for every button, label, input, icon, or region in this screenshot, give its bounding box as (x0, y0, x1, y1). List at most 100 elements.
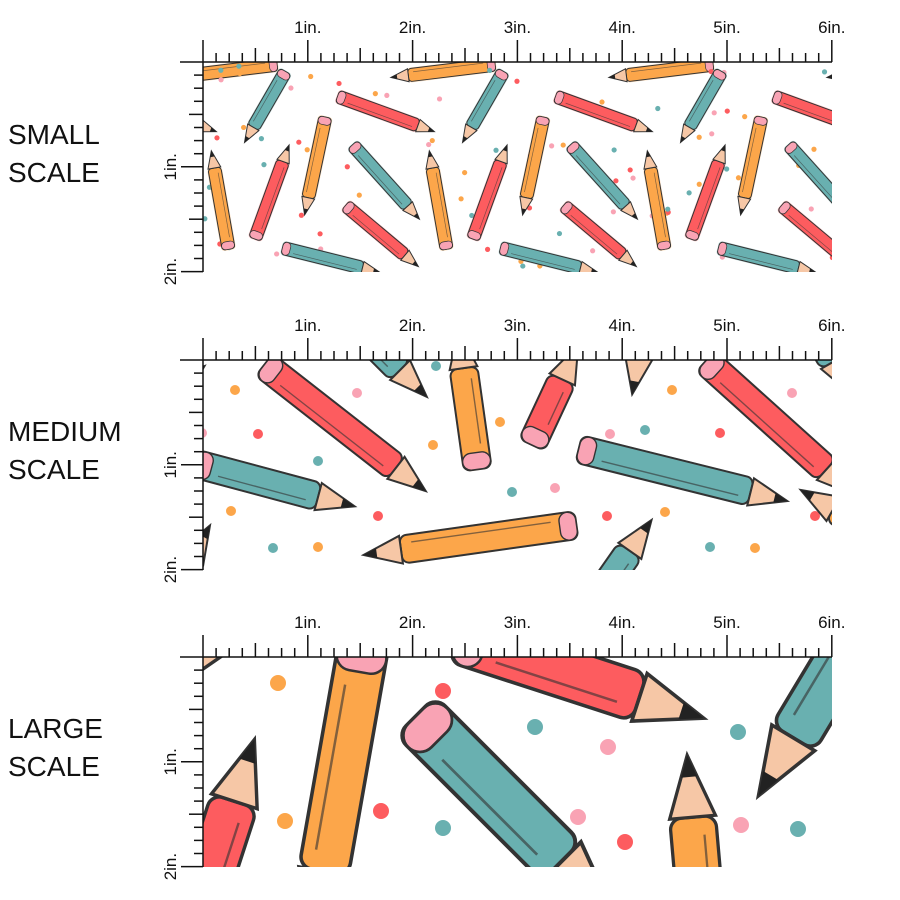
polka-dot (527, 719, 543, 735)
polka-dot (556, 230, 563, 237)
pencil (203, 450, 358, 512)
polka-dot (218, 77, 224, 83)
polka-dot (218, 67, 224, 73)
ruler-side-label: 1in. (161, 153, 180, 180)
ruler-inch-label: 4in. (608, 613, 635, 632)
ruler-inch-label: 5in. (713, 613, 740, 632)
pencil (207, 149, 236, 251)
pencil (128, 139, 207, 224)
polka-dot (715, 428, 725, 438)
polka-dot (296, 139, 302, 145)
polka-dot (627, 167, 633, 173)
polka-dot (810, 511, 820, 521)
polka-dot (610, 209, 616, 215)
polka-dot (313, 542, 323, 552)
ruler-inch-label: 2in. (399, 18, 426, 37)
polka-dot (384, 92, 390, 99)
polka-dot (790, 821, 806, 837)
polka-dot (145, 193, 150, 198)
pencil (737, 115, 769, 217)
scale-label-line2: SCALE (8, 157, 100, 188)
polka-dot (550, 483, 560, 493)
polka-dot (298, 212, 305, 218)
pencil (296, 657, 389, 867)
pencil (360, 511, 579, 565)
polka-dot (236, 63, 242, 69)
polka-dot (184, 237, 189, 242)
polka-dot (132, 212, 137, 217)
scale-label-line1: MEDIUM (8, 416, 122, 447)
polka-dot (304, 147, 310, 153)
ruler-inch-label: 1in. (294, 316, 321, 335)
ruler-medium: 1in. 2in. 3in. 4in. 5in. 6in. 1in. 2in. (161, 316, 846, 583)
pencil (466, 143, 508, 242)
pattern-swatch-large (203, 657, 832, 867)
polka-dot (599, 99, 605, 105)
polka-dot (226, 506, 236, 516)
polka-dot (131, 194, 136, 199)
pencil (62, 240, 164, 279)
polka-dot (549, 143, 555, 149)
pencil (825, 68, 832, 83)
polka-dot (469, 212, 475, 219)
pencil (578, 517, 654, 570)
polka-dot (317, 231, 323, 237)
pencil (341, 200, 420, 268)
polka-dot (313, 456, 323, 466)
pencil (257, 360, 429, 493)
polka-dot (660, 507, 670, 517)
polka-dot (750, 543, 760, 553)
polka-dot (344, 164, 350, 170)
polka-dot (458, 196, 464, 202)
pencil (559, 200, 638, 268)
panel-medium: MEDIUM SCALE 1in. 2in. 3in. 4in. 5in. 6in.1in… (8, 316, 846, 583)
polka-dot (10, 224, 15, 229)
polka-dot (203, 428, 207, 438)
polka-dot (600, 739, 616, 755)
polka-dot (514, 78, 520, 84)
pencil (771, 90, 832, 132)
polka-dot (431, 361, 441, 371)
polka-dot (605, 429, 615, 439)
pencil (798, 488, 832, 570)
pencil (858, 149, 890, 251)
ruler-inch-label: 5in. (713, 316, 740, 335)
ruler-inch-label: 4in. (608, 18, 635, 37)
polka-dot (873, 92, 878, 97)
polka-dot (630, 175, 636, 181)
polka-dot (268, 543, 278, 553)
polka-dot (493, 147, 499, 153)
ruler-inch-label: 6in. (818, 316, 845, 335)
polka-dot (866, 134, 871, 139)
polka-dot (214, 135, 220, 141)
polka-dot (203, 216, 208, 222)
polka-dot (640, 425, 650, 435)
polka-dot (655, 105, 661, 112)
polka-dot (602, 511, 612, 521)
pencil (203, 118, 218, 133)
pencil (801, 360, 832, 398)
pencil (301, 115, 333, 217)
pencil (498, 241, 599, 272)
polka-dot (270, 675, 286, 691)
polka-dot (484, 246, 491, 252)
polka-dot (426, 141, 432, 148)
pencil (248, 143, 290, 242)
ruler-side-label: 2in. (161, 258, 180, 285)
pencil (783, 140, 832, 211)
ruler-inch-label: 3in. (504, 316, 531, 335)
polka-dot (356, 192, 362, 198)
polka-dot (570, 809, 586, 825)
ruler-inch-label: 6in. (818, 18, 845, 37)
scale-label-line1: LARGE (8, 713, 103, 744)
ruler-side-label: 1in. (161, 451, 180, 478)
polka-dot (288, 85, 294, 91)
ruler-inch-label: 2in. (399, 613, 426, 632)
polka-dot (787, 388, 797, 398)
pattern-swatch-medium (203, 360, 832, 570)
ruler-inch-label: 2in. (399, 316, 426, 335)
pencil (389, 62, 497, 83)
polka-dot (846, 186, 851, 191)
pattern-swatch-small (10, 62, 890, 279)
